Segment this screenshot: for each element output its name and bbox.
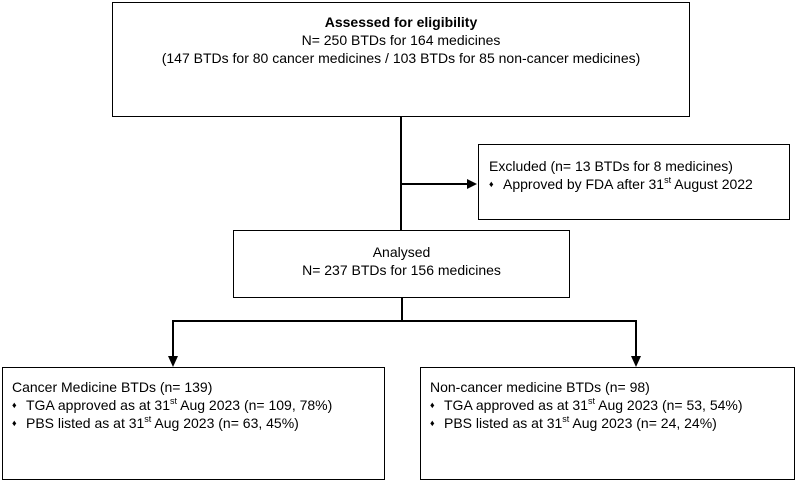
assessed-box: Assessed for eligibility N= 250 BTDs for… (112, 2, 690, 117)
bullet-icon: ♦ (430, 400, 435, 410)
connector-left-vertical (172, 320, 174, 358)
connector-excluded-horizontal (401, 183, 469, 185)
bullet-icon: ♦ (489, 179, 494, 189)
connector-split-horizontal (172, 320, 637, 322)
cancer-item-pbs: ♦ PBS listed as at 31st Aug 2023 (n= 63, … (12, 414, 299, 432)
assessed-line1: N= 250 BTDs for 164 medicines (301, 32, 501, 48)
assessed-title: Assessed for eligibility (324, 14, 478, 30)
assessed-line2: (147 BTDs for 80 cancer medicines / 103 … (161, 50, 641, 66)
noncancer-item-tga: ♦ TGA approved as at 31st Aug 2023 (n= 53… (430, 396, 743, 414)
noncancer-box: Non-cancer medicine BTDs (n= 98) ♦ TGA ap… (420, 367, 795, 480)
bullet-icon: ♦ (12, 400, 17, 410)
connector-top-vertical (400, 117, 402, 231)
cancer-box: Cancer Medicine BTDs (n= 139) ♦ TGA appro… (2, 367, 385, 480)
connector-right-vertical (635, 320, 637, 358)
cancer-title: Cancer Medicine BTDs (n= 139) (12, 379, 213, 395)
analysed-line1: N= 237 BTDs for 156 medicines (302, 262, 501, 278)
bullet-icon: ♦ (12, 418, 17, 428)
connector-analysed-vertical (401, 298, 403, 321)
arrow-to-excluded (467, 179, 477, 189)
excluded-box: Excluded (n= 13 BTDs for 8 medicines) ♦ A… (478, 144, 790, 220)
arrow-to-cancer (168, 356, 178, 367)
cancer-item-tga: ♦ TGA approved as at 31st Aug 2023 (n= 10… (12, 396, 333, 414)
excluded-item: ♦ Approved by FDA after 31st August 2022 (489, 175, 753, 193)
analysed-title: Analysed (372, 244, 431, 260)
noncancer-item-pbs: ♦ PBS listed as at 31st Aug 2023 (n= 24, … (430, 414, 717, 432)
analysed-box: Analysed N= 237 BTDs for 156 medicines (233, 230, 570, 298)
arrow-to-noncancer (631, 356, 641, 367)
bullet-icon: ♦ (430, 418, 435, 428)
excluded-title: Excluded (n= 13 BTDs for 8 medicines) (489, 158, 733, 174)
noncancer-title: Non-cancer medicine BTDs (n= 98) (430, 379, 650, 395)
